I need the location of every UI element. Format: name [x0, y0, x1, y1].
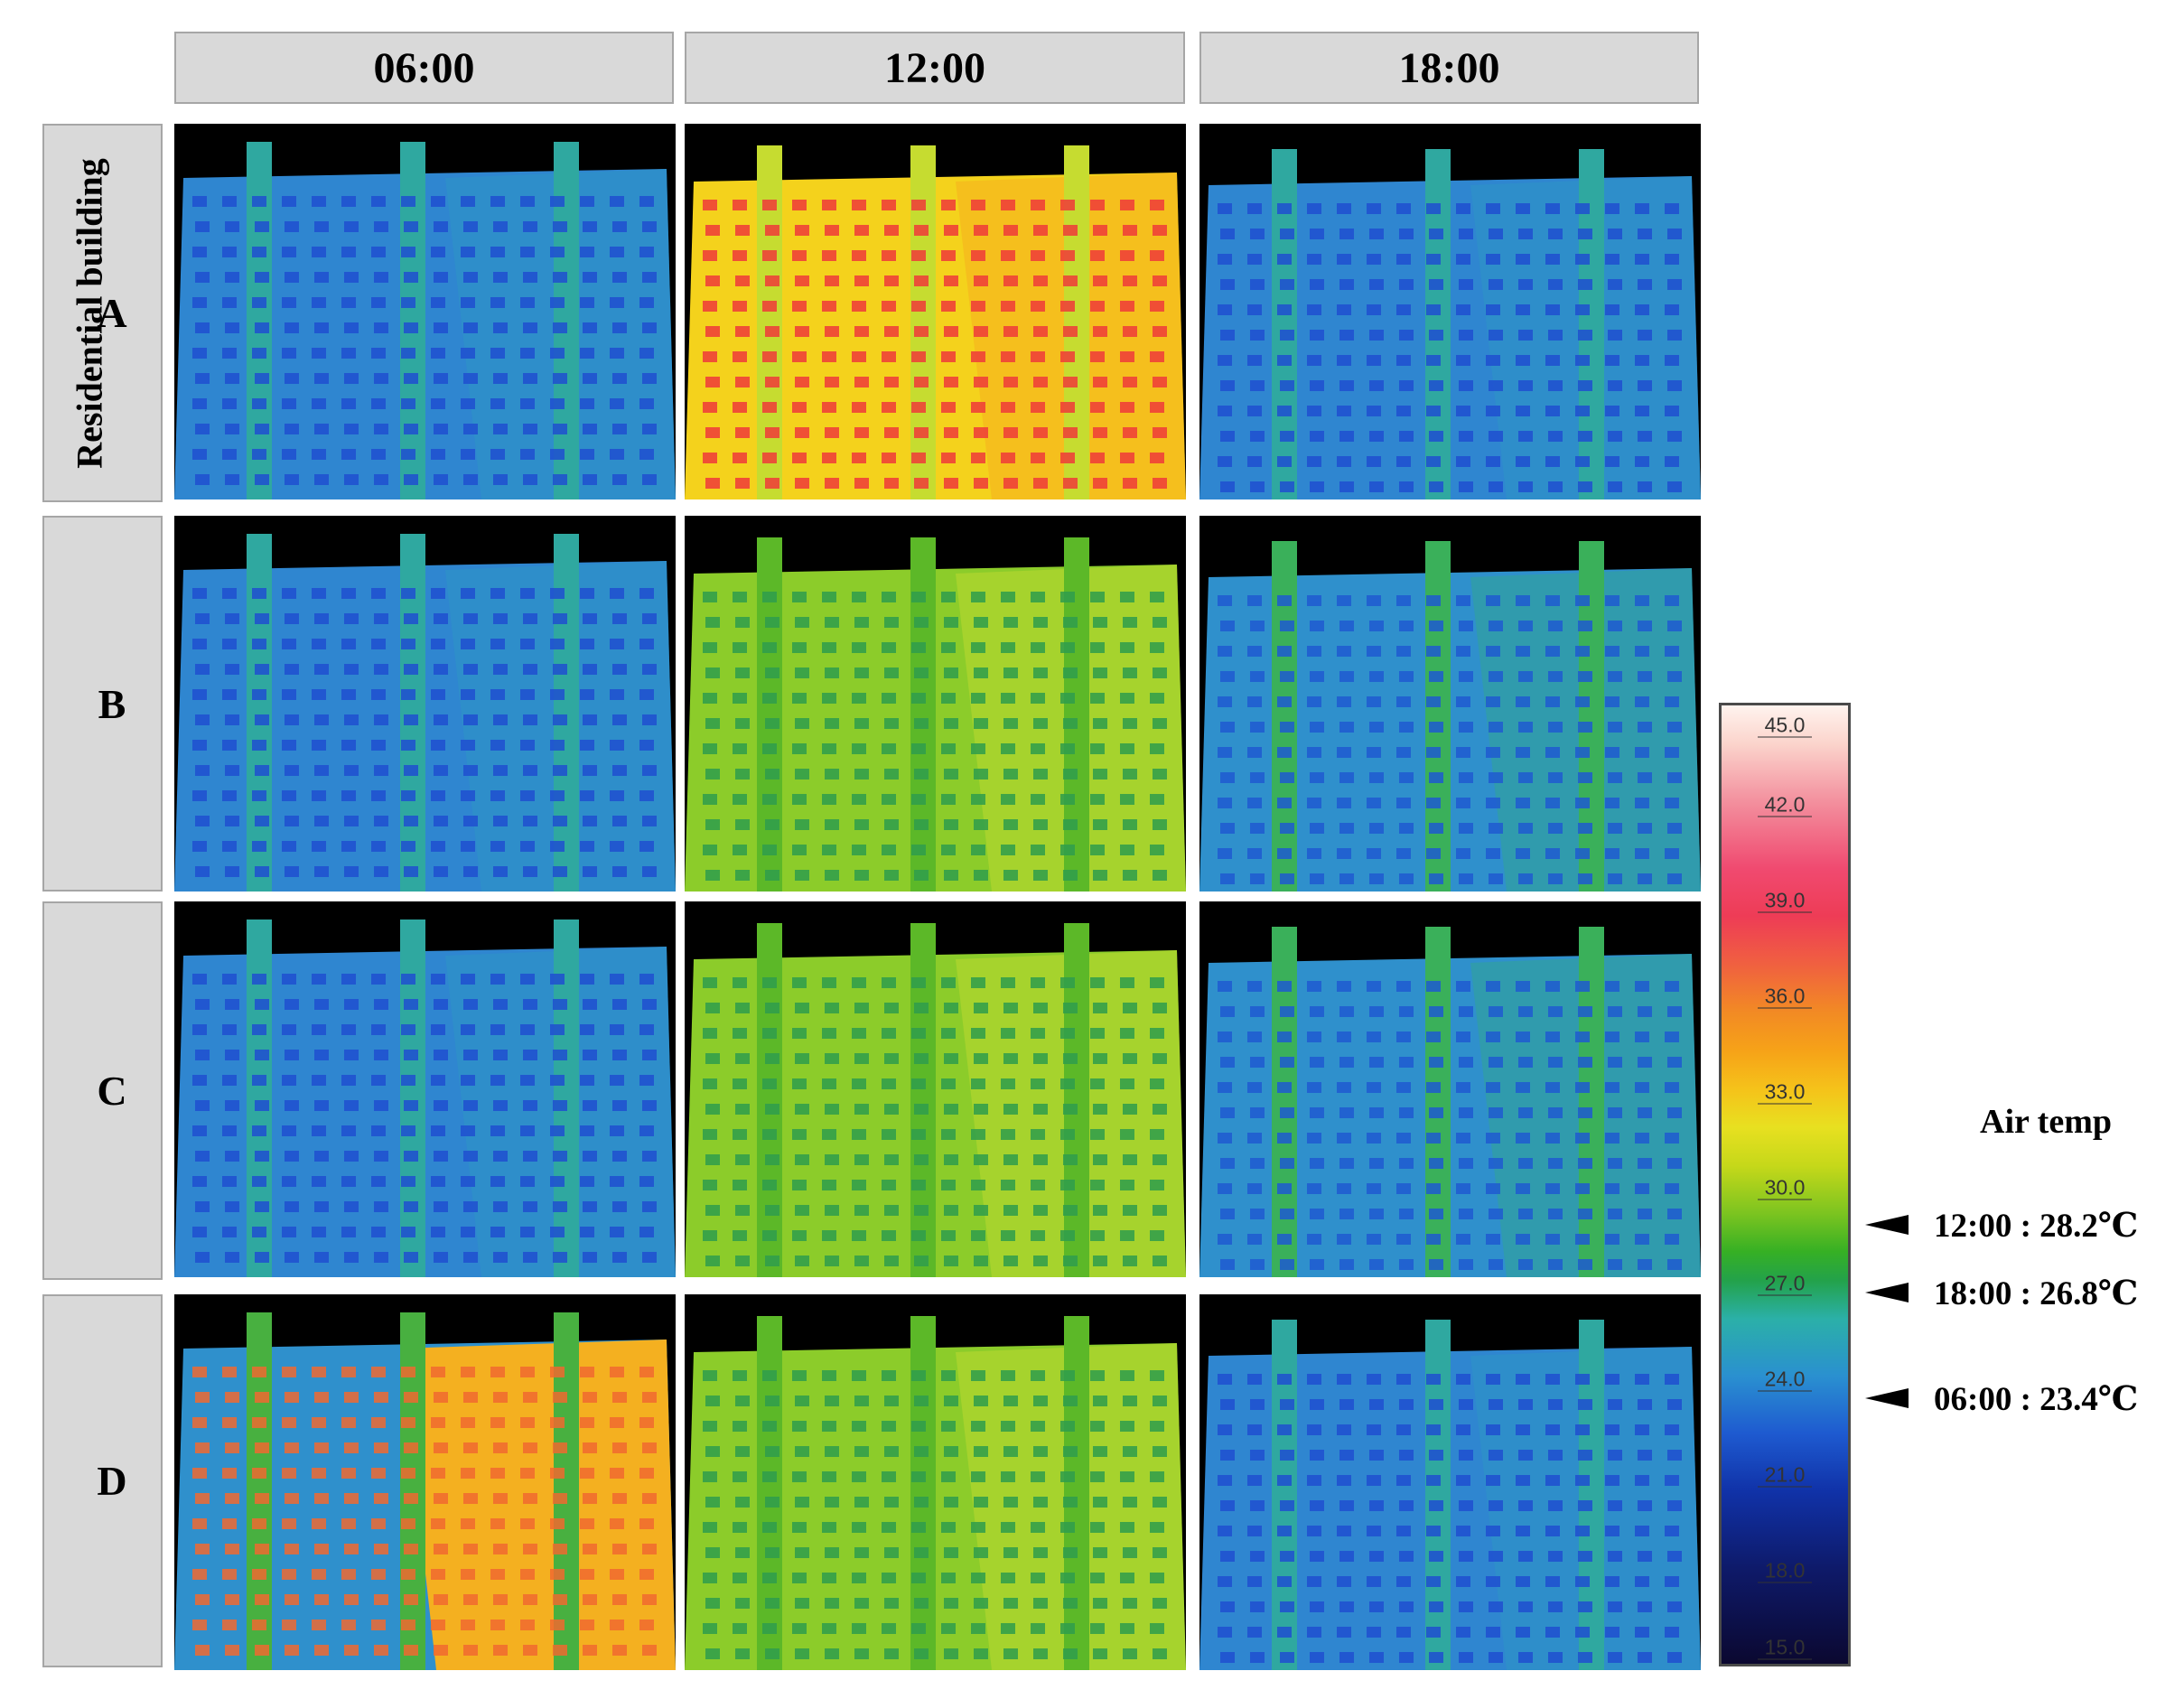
row-label-a: Residential building A: [42, 124, 163, 502]
air-temp-marker-label: 06:00 : 23.4℃: [1934, 1380, 2139, 1418]
row-letter-b: B: [98, 680, 126, 727]
thermal-image-c-1800: [1199, 901, 1701, 1277]
thermal-image-d-1800: [1199, 1294, 1701, 1670]
scale-tick: 39.0: [1722, 889, 1848, 913]
air-temp-marker-label: 12:00 : 28.2℃: [1934, 1207, 2139, 1245]
scale-tick: 36.0: [1722, 985, 1848, 1009]
scale-tick: 18.0: [1722, 1559, 1848, 1583]
row-label-c: C: [42, 901, 163, 1280]
row-letter-d: D: [97, 1458, 127, 1504]
thermal-image-d-1200: [685, 1294, 1186, 1670]
thermal-image-a-1800: [1199, 124, 1701, 499]
thermal-image-c-1200: [685, 901, 1186, 1277]
column-header-0600: 06:00: [174, 32, 674, 104]
thermal-image-a-1200: [685, 124, 1186, 499]
marker-arrow-icon: [1865, 1388, 1909, 1408]
air-temp-marker-0600: 06:00 : 23.4℃: [1865, 1380, 2184, 1418]
row-label-d: D: [42, 1294, 163, 1667]
scale-tick: 15.0: [1722, 1636, 1848, 1660]
scale-tick: 45.0: [1722, 714, 1848, 738]
column-header-1200: 12:00: [685, 32, 1185, 104]
air-temp-marker-1800: 18:00 : 26.8℃: [1865, 1274, 2184, 1312]
scale-tick: 42.0: [1722, 793, 1848, 817]
row-label-b: B: [42, 516, 163, 892]
scale-tick: 33.0: [1722, 1080, 1848, 1105]
air-temp-marker-label: 18:00 : 26.8℃: [1934, 1274, 2139, 1312]
thermal-image-a-0600: [174, 124, 676, 499]
thermal-image-b-0600: [174, 516, 676, 892]
marker-arrow-icon: [1865, 1283, 1909, 1302]
row-letter-c: C: [97, 1068, 127, 1114]
scale-tick: 30.0: [1722, 1176, 1848, 1200]
thermal-image-b-1800: [1199, 516, 1701, 892]
thermal-image-c-0600: [174, 901, 676, 1277]
scale-tick: 27.0: [1722, 1272, 1848, 1296]
column-header-1800: 18:00: [1199, 32, 1699, 104]
scale-tick: 24.0: [1722, 1368, 1848, 1392]
temperature-color-scale: 45.0 42.0 39.0 36.0 33.0 30.0 27.0 24.0 …: [1719, 703, 1851, 1666]
marker-arrow-icon: [1865, 1215, 1909, 1235]
thermal-image-d-0600: [174, 1294, 676, 1670]
air-temp-marker-1200: 12:00 : 28.2℃: [1865, 1207, 2184, 1245]
scale-tick: 21.0: [1722, 1463, 1848, 1488]
row-letter-a: A: [97, 290, 127, 336]
thermal-image-b-1200: [685, 516, 1186, 892]
air-temp-title: Air temp: [1980, 1103, 2112, 1141]
